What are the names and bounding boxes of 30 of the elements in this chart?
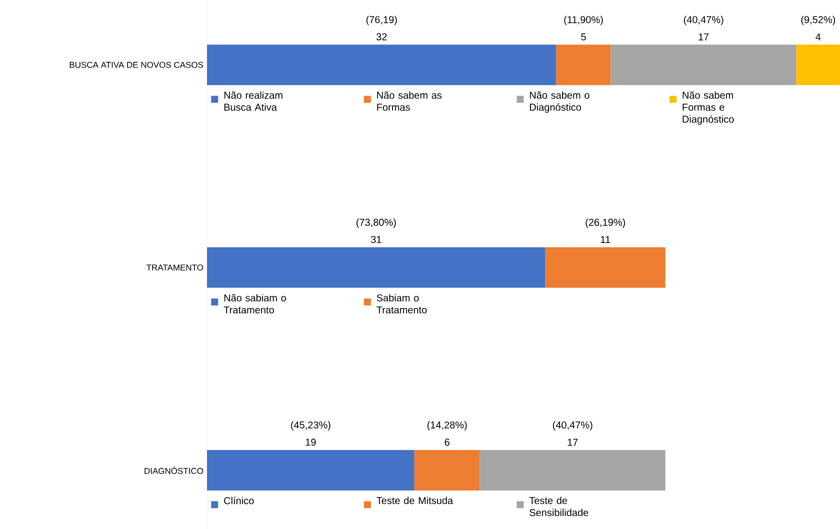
annotation: (76,19) bbox=[366, 16, 397, 26]
data-label: 31 bbox=[370, 236, 382, 244]
data-label: 11 bbox=[600, 236, 610, 244]
y-tick-label: TRATAMENTO bbox=[146, 264, 204, 271]
annotation: (40,47%) bbox=[552, 421, 592, 431]
data-label: 5 bbox=[581, 33, 586, 40]
legend-label: Clínico bbox=[224, 496, 254, 504]
data-label: 19 bbox=[306, 438, 316, 446]
legend-label: Não sabem as Formas bbox=[377, 91, 442, 111]
annotation: (73,80%) bbox=[356, 218, 396, 228]
y-tick-label: DIAGNÓSTICO bbox=[144, 466, 204, 474]
annotation: (40,47%) bbox=[684, 16, 724, 26]
legend-label: Teste de Mitsuda bbox=[376, 496, 454, 504]
legend-label: Não sabem o Diagnóstico bbox=[530, 91, 590, 113]
data-label: 6 bbox=[444, 438, 450, 446]
data-label: 4 bbox=[816, 33, 821, 40]
annotation: (26,19%) bbox=[586, 218, 626, 228]
legend-label: Teste de Sensibilidade bbox=[529, 496, 588, 516]
legend-label: Não sabem Formas e Diagnóstico bbox=[682, 91, 734, 125]
data-label: 32 bbox=[376, 33, 387, 40]
y-tick-label: BUSCA ATIVA DE NOVOS CASOS bbox=[70, 62, 204, 68]
annotation: (14,28%) bbox=[427, 421, 467, 431]
annotation: (9,52%) bbox=[801, 16, 836, 26]
annotation: (11,90%) bbox=[564, 16, 603, 26]
legend-label: Não sabiam o Tratamento bbox=[224, 294, 286, 314]
data-label: 17 bbox=[568, 438, 578, 446]
annotation: (45,23%) bbox=[291, 421, 330, 431]
legend-label: Sabiam o Tratamento bbox=[376, 294, 427, 314]
data-label: 17 bbox=[698, 33, 709, 40]
legend-label: Não realizam Busca Ativa bbox=[224, 91, 282, 111]
